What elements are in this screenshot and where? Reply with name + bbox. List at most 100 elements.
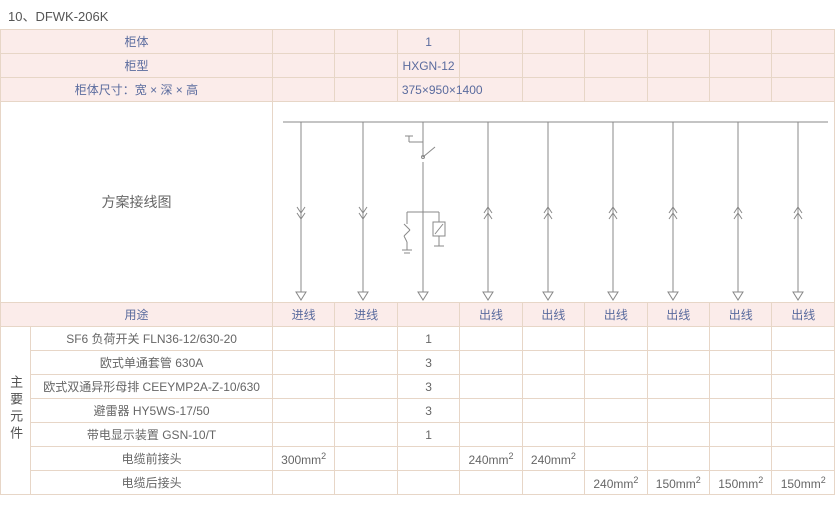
- component-value: [335, 423, 397, 447]
- hdr-cell: 1: [397, 30, 459, 54]
- component-value: 1: [397, 327, 459, 351]
- component-value: 150mm2: [710, 471, 772, 495]
- component-value: 3: [397, 399, 459, 423]
- hdr-cell: [335, 78, 397, 102]
- component-value: [710, 375, 772, 399]
- hdr-cell: [710, 78, 772, 102]
- col-head: 进线: [272, 303, 334, 327]
- col-head: 出线: [460, 303, 522, 327]
- component-value: [772, 375, 835, 399]
- component-value: [522, 399, 584, 423]
- component-value: [772, 447, 835, 471]
- col-head: 出线: [585, 303, 647, 327]
- hdr-cell: [772, 54, 835, 78]
- hdr-cell: [585, 30, 647, 54]
- component-value: [585, 447, 647, 471]
- component-value: [647, 351, 709, 375]
- hdr-cell: [272, 30, 334, 54]
- component-value: [585, 423, 647, 447]
- component-value: [460, 327, 522, 351]
- component-value: [335, 375, 397, 399]
- component-value: [522, 423, 584, 447]
- component-value: [710, 423, 772, 447]
- component-value: 3: [397, 375, 459, 399]
- diagram-label: 方案接线图: [1, 102, 273, 303]
- hdr-label: 柜体: [1, 30, 273, 54]
- component-value: [272, 375, 334, 399]
- col-head: 进线: [335, 303, 397, 327]
- component-value: [272, 423, 334, 447]
- component-value: [710, 399, 772, 423]
- component-name: SF6 负荷开关 FLN36-12/630-20: [31, 327, 273, 351]
- component-value: [335, 447, 397, 471]
- component-value: [272, 471, 334, 495]
- component-value: [772, 423, 835, 447]
- component-value: [522, 327, 584, 351]
- hdr-cell: [710, 54, 772, 78]
- component-name: 电缆后接头: [31, 471, 273, 495]
- hdr-cell: [272, 54, 334, 78]
- component-value: 240mm2: [585, 471, 647, 495]
- hdr-cell: HXGN-12: [397, 54, 459, 78]
- component-value: [585, 327, 647, 351]
- hdr-cell: [585, 78, 647, 102]
- component-value: [522, 471, 584, 495]
- component-value: [335, 327, 397, 351]
- component-value: [460, 399, 522, 423]
- hdr-cell: [460, 30, 522, 54]
- hdr-label: 柜型: [1, 54, 273, 78]
- hdr-cell: [710, 30, 772, 54]
- component-name: 欧式单通套管 630A: [31, 351, 273, 375]
- component-value: [710, 351, 772, 375]
- component-value: [397, 471, 459, 495]
- model-title: 10、DFWK-206K: [0, 0, 835, 29]
- col-head: [397, 303, 459, 327]
- component-value: 1: [397, 423, 459, 447]
- hdr-label: 柜体尺寸：宽 × 深 × 高: [1, 78, 273, 102]
- hdr-cell: [335, 30, 397, 54]
- component-name: 带电显示装置 GSN-10/T: [31, 423, 273, 447]
- component-value: [460, 423, 522, 447]
- hdr-cell: [522, 54, 584, 78]
- hdr-cell: [772, 78, 835, 102]
- hdr-cell: [522, 78, 584, 102]
- component-value: [335, 471, 397, 495]
- component-value: [647, 447, 709, 471]
- component-value: 240mm2: [522, 447, 584, 471]
- component-value: 150mm2: [647, 471, 709, 495]
- component-value: [397, 447, 459, 471]
- main-components-label: 主要元件: [1, 327, 31, 495]
- hdr-cell: [522, 30, 584, 54]
- component-value: [647, 327, 709, 351]
- component-value: [460, 471, 522, 495]
- component-value: [335, 399, 397, 423]
- hdr-cell: [460, 54, 522, 78]
- component-value: [522, 375, 584, 399]
- hdr-cell: [272, 78, 334, 102]
- component-value: 150mm2: [772, 471, 835, 495]
- component-value: [272, 327, 334, 351]
- hdr-cell: [772, 30, 835, 54]
- spec-table: 柜体1柜型HXGN-12柜体尺寸：宽 × 深 × 高375×950×1400 方…: [0, 29, 835, 495]
- col-head: 出线: [772, 303, 835, 327]
- usage-label: 用途: [1, 303, 273, 327]
- col-head: 出线: [522, 303, 584, 327]
- component-value: [710, 327, 772, 351]
- component-value: [335, 351, 397, 375]
- hdr-cell: [335, 54, 397, 78]
- component-value: [710, 447, 772, 471]
- col-head: 出线: [710, 303, 772, 327]
- component-name: 电缆前接头: [31, 447, 273, 471]
- component-value: [460, 351, 522, 375]
- component-value: [522, 351, 584, 375]
- component-value: [272, 351, 334, 375]
- wiring-svg: [273, 102, 833, 302]
- component-value: [460, 375, 522, 399]
- hdr-cell: [647, 78, 709, 102]
- component-value: [585, 375, 647, 399]
- hdr-cell: [647, 54, 709, 78]
- component-value: [647, 423, 709, 447]
- component-value: [585, 351, 647, 375]
- component-value: [585, 399, 647, 423]
- component-name: 避雷器 HY5WS-17/50: [31, 399, 273, 423]
